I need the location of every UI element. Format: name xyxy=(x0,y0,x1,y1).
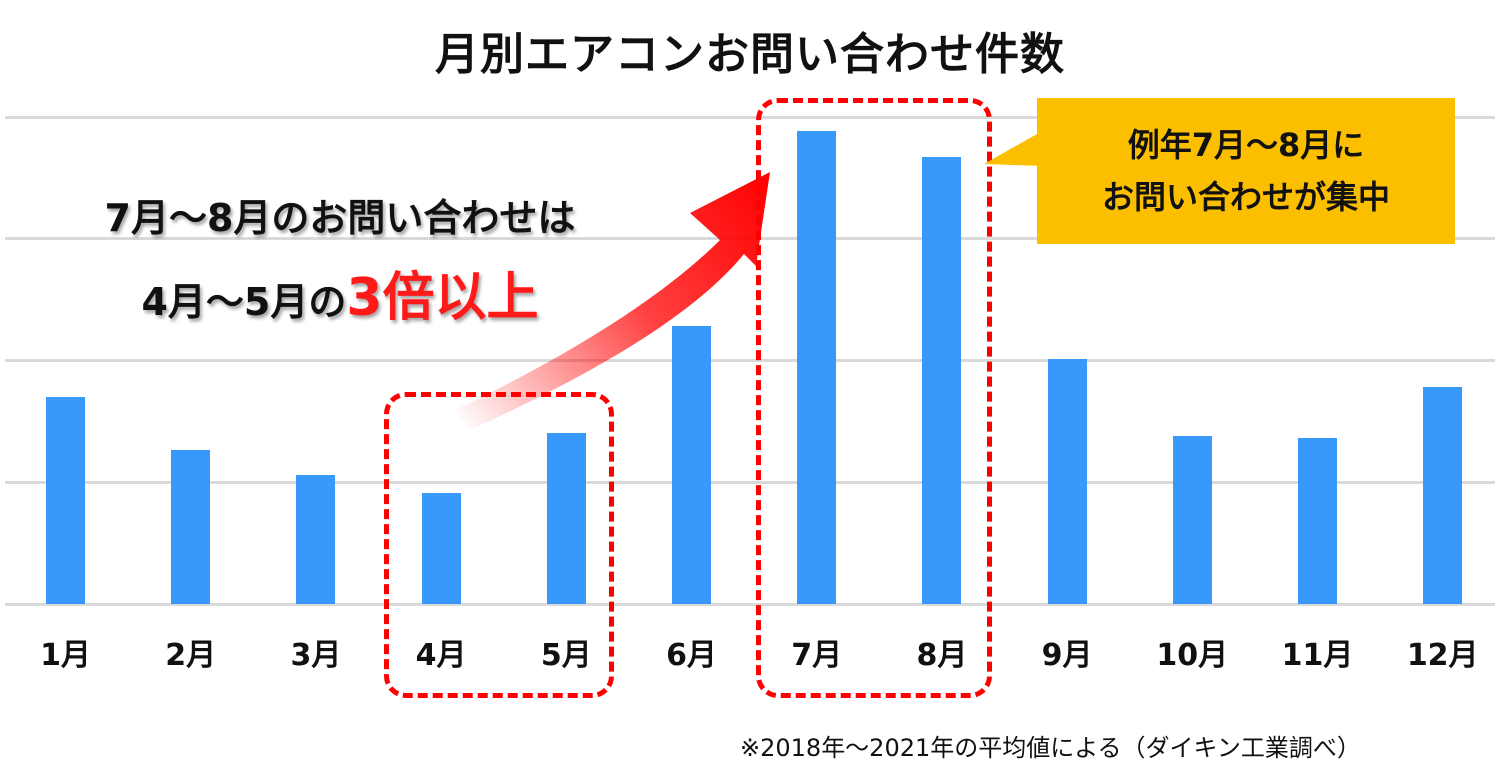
bar-7 xyxy=(797,130,837,604)
bar-9 xyxy=(1047,358,1087,604)
x-label-3: 3月 xyxy=(290,638,342,673)
bar-8 xyxy=(922,157,962,604)
annotation-emphasis: 3倍以上 xyxy=(346,268,539,328)
bar-5 xyxy=(546,433,586,604)
callout-line1: 例年7月〜8月に xyxy=(1127,126,1365,164)
bar-6 xyxy=(672,325,711,604)
highlight-box-jul-aug xyxy=(756,98,992,698)
x-label-4: 4月 xyxy=(415,638,467,673)
x-label-10: 10月 xyxy=(1156,638,1229,673)
callout-box: 例年7月〜8月に お問い合わせが集中 xyxy=(1037,98,1455,244)
bar-1 xyxy=(46,396,85,604)
annotation-left: 7月〜8月のお問い合わせは 4月〜5月の3倍以上 xyxy=(20,178,660,342)
x-label-8: 8月 xyxy=(916,638,968,673)
x-label-11: 11月 xyxy=(1281,638,1354,673)
x-label-12: 12月 xyxy=(1406,638,1479,673)
x-label-9: 9月 xyxy=(1041,638,1093,673)
bar-10 xyxy=(1172,435,1212,604)
footnote: ※2018年〜2021年の平均値による（ダイキン工業調べ） xyxy=(740,734,1361,762)
bar-2 xyxy=(171,450,211,604)
gridline-2 xyxy=(5,359,1495,362)
annotation-line2: 4月〜5月の3倍以上 xyxy=(20,258,660,342)
bar-4 xyxy=(421,492,461,604)
x-label-7: 7月 xyxy=(791,638,843,673)
bar-3 xyxy=(296,474,336,604)
annotation-line2-prefix: 4月〜5月の xyxy=(141,280,347,324)
callout-tail-icon xyxy=(984,130,1044,166)
annotation-line1: 7月〜8月のお問い合わせは xyxy=(104,196,576,240)
x-label-5: 5月 xyxy=(540,638,592,673)
x-label-1: 1月 xyxy=(40,638,91,673)
bar-12 xyxy=(1423,386,1463,604)
gridline-1 xyxy=(5,481,1495,484)
x-label-6: 6月 xyxy=(666,638,717,673)
callout-line2: お問い合わせが集中 xyxy=(1101,178,1390,216)
chart-title: 月別エアコンお問い合わせ件数 xyxy=(435,29,1065,80)
gridline-0-baseline xyxy=(5,603,1495,606)
gridline-4 xyxy=(5,116,1495,119)
x-label-2: 2月 xyxy=(165,638,217,673)
bar-11 xyxy=(1298,438,1337,604)
